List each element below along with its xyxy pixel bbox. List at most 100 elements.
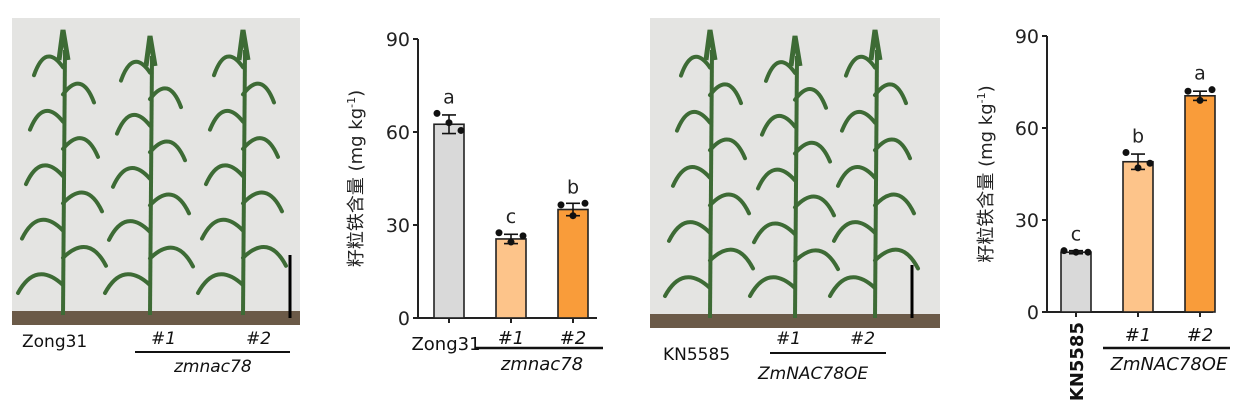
plant-leaf bbox=[663, 275, 712, 298]
photo2-group-underline bbox=[770, 352, 886, 354]
plant-leaf bbox=[756, 167, 797, 191]
photo1-control-label: Zong31 bbox=[22, 332, 88, 352]
plant-leaf bbox=[667, 220, 712, 243]
data-point bbox=[1196, 96, 1204, 104]
data-point bbox=[1072, 248, 1080, 256]
y-axis-label: 籽粒铁含量 (mg kg-1) bbox=[345, 90, 367, 267]
plant-leaf bbox=[873, 137, 912, 161]
chart-1: 0 30 60 90 籽粒铁含量 (mg kg-1) a Zong31 c #1 b #2 zmnac… bbox=[345, 29, 603, 375]
data-point bbox=[507, 238, 515, 246]
data-point bbox=[495, 229, 503, 237]
plant-leaf bbox=[61, 190, 104, 214]
plant-leaf bbox=[708, 82, 743, 106]
plant-leaf bbox=[148, 86, 183, 110]
plant-photo-1 bbox=[12, 18, 300, 325]
chart-2: 0 30 60 90 籽粒铁含量 (mg kg-1) c KN5585 b #1 a #2 ZmNAC… bbox=[975, 26, 1230, 401]
plant-photo-2 bbox=[650, 18, 940, 328]
bar-3 bbox=[557, 208, 589, 319]
photo1-line2-label: #2 bbox=[246, 329, 272, 349]
y-axis-label-main: 籽粒铁含量 (mg kg bbox=[346, 108, 367, 267]
plant-tassel bbox=[788, 35, 803, 67]
x-category-label: #1 bbox=[498, 328, 525, 349]
plant-leaf bbox=[836, 165, 877, 188]
plant-leaf bbox=[679, 54, 712, 78]
plant-leaf bbox=[107, 219, 152, 242]
plant-leaf bbox=[119, 59, 152, 83]
y-tick-label: 30 bbox=[386, 215, 410, 237]
plant-leaf bbox=[708, 192, 751, 216]
bar-2 bbox=[1122, 160, 1154, 313]
photo2-group-label: ZmNAC78OE bbox=[758, 364, 869, 384]
y-axis-label-main: 籽粒铁含量 (mg kg bbox=[976, 103, 997, 262]
plant-leaf bbox=[708, 137, 747, 161]
plant-leaf bbox=[148, 245, 195, 269]
plant bbox=[16, 29, 108, 316]
soil bbox=[650, 314, 940, 328]
photo2-line2-label: #2 bbox=[850, 329, 876, 349]
plant-tassel bbox=[868, 29, 883, 61]
significance-label: a bbox=[1194, 63, 1206, 85]
data-point bbox=[457, 126, 465, 134]
plant-leaf bbox=[32, 54, 65, 78]
x-category-label: #2 bbox=[1187, 325, 1214, 346]
plant-leaf bbox=[793, 248, 840, 272]
plant-tassel bbox=[703, 29, 718, 61]
plant-leaf bbox=[208, 109, 245, 132]
data-point bbox=[1134, 164, 1142, 172]
x-category-label: KN5585 bbox=[1067, 322, 1088, 401]
y-tick-label: 90 bbox=[1015, 26, 1039, 48]
plant-leaf bbox=[873, 192, 916, 216]
bar-1 bbox=[433, 123, 465, 319]
data-point bbox=[1208, 86, 1216, 94]
photo1-group-underline bbox=[135, 351, 290, 353]
data-point bbox=[569, 212, 577, 220]
y-axis-label: 籽粒铁含量 (mg kg-1) bbox=[975, 85, 997, 262]
plant-leaf bbox=[16, 272, 65, 295]
plant-leaf bbox=[793, 87, 828, 110]
y-axis-label-sup: -1 bbox=[975, 92, 988, 103]
bar-2 bbox=[495, 238, 527, 319]
plant-leaf bbox=[793, 194, 836, 218]
significance-label: b bbox=[567, 176, 579, 198]
x-category-label: Zong31 bbox=[411, 334, 480, 355]
photo2-control-label: KN5585 bbox=[663, 345, 731, 365]
y-tick-label: 0 bbox=[1027, 302, 1039, 324]
y-axis-label-end: ) bbox=[976, 85, 997, 92]
data-point bbox=[1084, 248, 1092, 256]
plant bbox=[196, 29, 288, 316]
data-point bbox=[1060, 247, 1068, 255]
plant-leaf bbox=[832, 220, 877, 243]
plant-leaf bbox=[148, 192, 191, 216]
photo2-line1-label: #1 bbox=[776, 329, 802, 349]
plant-tassel bbox=[236, 29, 251, 61]
x-category-label: #2 bbox=[560, 328, 587, 349]
data-point bbox=[581, 199, 589, 207]
plant-leaf bbox=[28, 109, 65, 132]
group-label: zmnac78 bbox=[500, 354, 583, 375]
plant-tassel bbox=[56, 29, 71, 61]
significance-label: b bbox=[1132, 126, 1144, 148]
data-point bbox=[433, 109, 441, 117]
data-point bbox=[519, 232, 527, 240]
y-tick-label: 0 bbox=[398, 308, 410, 330]
plant-leaf bbox=[828, 275, 877, 298]
plant-leaf bbox=[873, 82, 908, 106]
bar-3 bbox=[1184, 95, 1216, 313]
plant-leaf bbox=[196, 272, 245, 295]
x-category-label: #1 bbox=[1125, 325, 1152, 346]
plant-leaf bbox=[873, 247, 920, 271]
plant-leaf bbox=[148, 139, 187, 163]
plant-leaf bbox=[840, 110, 877, 133]
y-tick-label: 60 bbox=[1015, 118, 1039, 140]
plant-leaf bbox=[793, 140, 832, 164]
plant-leaf bbox=[61, 81, 96, 105]
plant-leaf bbox=[764, 60, 797, 83]
data-point bbox=[1184, 87, 1192, 95]
y-tick-label: 60 bbox=[386, 122, 410, 144]
soil bbox=[12, 311, 300, 325]
plant-leaf bbox=[241, 81, 276, 105]
y-tick-label: 90 bbox=[386, 29, 410, 51]
y-tick-label: 30 bbox=[1015, 210, 1039, 232]
